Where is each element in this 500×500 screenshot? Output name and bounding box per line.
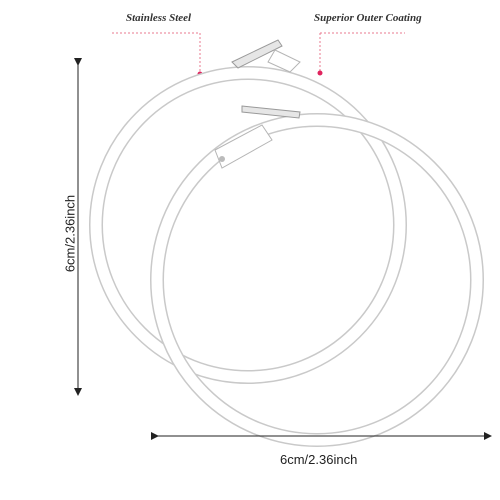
- hoop-back: [89, 39, 407, 384]
- callout-stainless-leader: [112, 32, 203, 77]
- coating-marker-dot: [317, 70, 323, 76]
- hoop-front: [150, 105, 484, 447]
- outer-coating-label: Superior Outer Coating: [314, 12, 422, 24]
- callout-coating-leader: [317, 32, 405, 76]
- height-dimension-label: 6cm/2.36inch: [62, 194, 78, 273]
- width-dimension-label: 6cm/2.36inch: [280, 452, 358, 467]
- stainless-steel-label: Stainless Steel: [126, 12, 192, 24]
